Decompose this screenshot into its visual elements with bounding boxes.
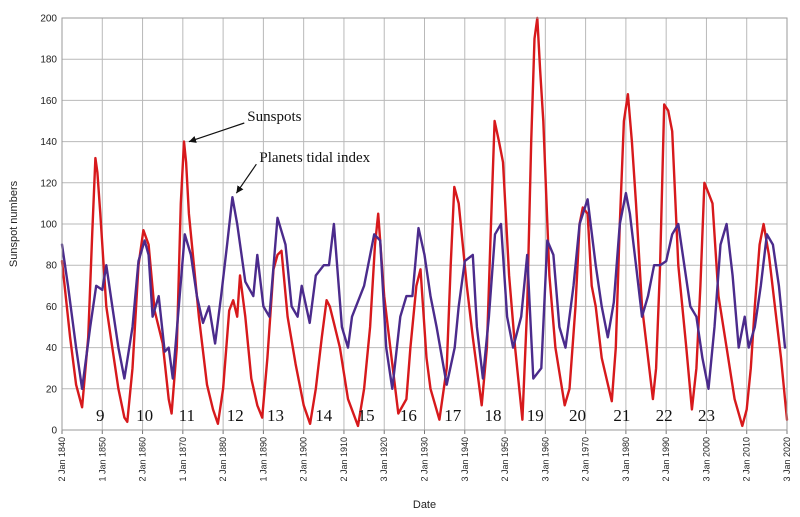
annotation-arrow	[235, 163, 257, 194]
y-tick-label: 20	[46, 384, 58, 395]
x-axis-title: Date	[413, 499, 436, 511]
x-tick-label: 2 Jan 1950	[500, 437, 510, 482]
x-tick-label: 2 Jan 1840	[57, 437, 67, 482]
x-tick-label: 3 Jan 1980	[621, 437, 631, 482]
x-tick-label: 1 Jan 1870	[178, 437, 188, 482]
y-tick-label: 80	[46, 261, 58, 272]
y-tick-label: 60	[46, 302, 58, 313]
cycle-number-label: 22	[656, 406, 673, 425]
x-tick-label: 1 Jan 1890	[258, 437, 268, 482]
cycle-labels: 9 10 11 12 13 14 15 16 17 18 19 20 21 22 23	[96, 406, 715, 425]
x-tick-label: 2 Jan 1990	[661, 437, 671, 482]
annotation-arrow	[188, 122, 245, 143]
x-tick-label: 1 Jan 1850	[97, 437, 107, 482]
cycle-number-label: 13	[267, 406, 284, 425]
x-tick-label: 3 Jan 2000	[701, 437, 711, 482]
y-tick-label: 120	[40, 178, 57, 189]
cycle-number-label: 10	[136, 406, 153, 425]
x-axis-ticks: 2 Jan 1840 1 Jan 1850 2 Jan 1860 1 Jan 1870…	[57, 430, 792, 482]
cycle-number-label: 12	[227, 406, 244, 425]
x-tick-label: 2 Jan 1970	[581, 437, 591, 482]
x-tick-label: 3 Jan 1920	[379, 437, 389, 482]
x-tick-label: 2 Jan 2010	[742, 437, 752, 482]
annotations: Sunspots Planets tidal index	[188, 109, 371, 194]
cycle-number-label: 20	[569, 406, 586, 425]
x-tick-label: 3 Jan 2020	[782, 437, 792, 482]
x-tick-label: 3 Jan 1960	[540, 437, 550, 482]
cycle-number-label: 15	[358, 406, 375, 425]
y-tick-label: 0	[51, 426, 57, 437]
x-tick-label: 2 Jan 1860	[138, 437, 148, 482]
plot-border	[61, 17, 788, 431]
x-tick-label: 2 Jan 1930	[420, 437, 430, 482]
y-tick-label: 40	[46, 343, 58, 354]
series-lines	[60, 16, 789, 428]
x-tick-label: 3 Jan 1940	[460, 437, 470, 482]
y-axis-ticks: 0 20 40 60 80 100 120 140 160 180 200	[40, 14, 57, 437]
y-tick-label: 200	[40, 14, 57, 25]
cycle-number-label: 18	[484, 406, 501, 425]
annotation-label: Planets tidal index	[259, 150, 370, 166]
y-tick-label: 100	[40, 220, 57, 231]
x-tick-label: 2 Jan 1880	[218, 437, 228, 482]
y-tick-label: 160	[40, 96, 57, 107]
x-tick-label: 2 Jan 1910	[339, 437, 349, 482]
cycle-number-label: 9	[96, 406, 105, 425]
y-axis-title: Sunspot numbers	[8, 180, 20, 267]
cycle-number-label: 17	[444, 406, 462, 425]
annotation-label: Sunspots	[247, 109, 301, 125]
series-line-tidal-index	[60, 191, 787, 390]
x-tick-label: 2 Jan 1900	[299, 437, 309, 482]
cycle-number-label: 11	[179, 406, 195, 425]
cycle-number-label: 23	[698, 406, 715, 425]
cycle-number-label: 19	[527, 406, 544, 425]
cycle-number-label: 16	[400, 406, 417, 425]
cycle-number-label: 14	[315, 406, 333, 425]
series-line-sunspots	[60, 16, 789, 428]
y-tick-label: 140	[40, 137, 57, 148]
y-tick-label: 180	[40, 55, 57, 66]
cycle-number-label: 21	[613, 406, 630, 425]
